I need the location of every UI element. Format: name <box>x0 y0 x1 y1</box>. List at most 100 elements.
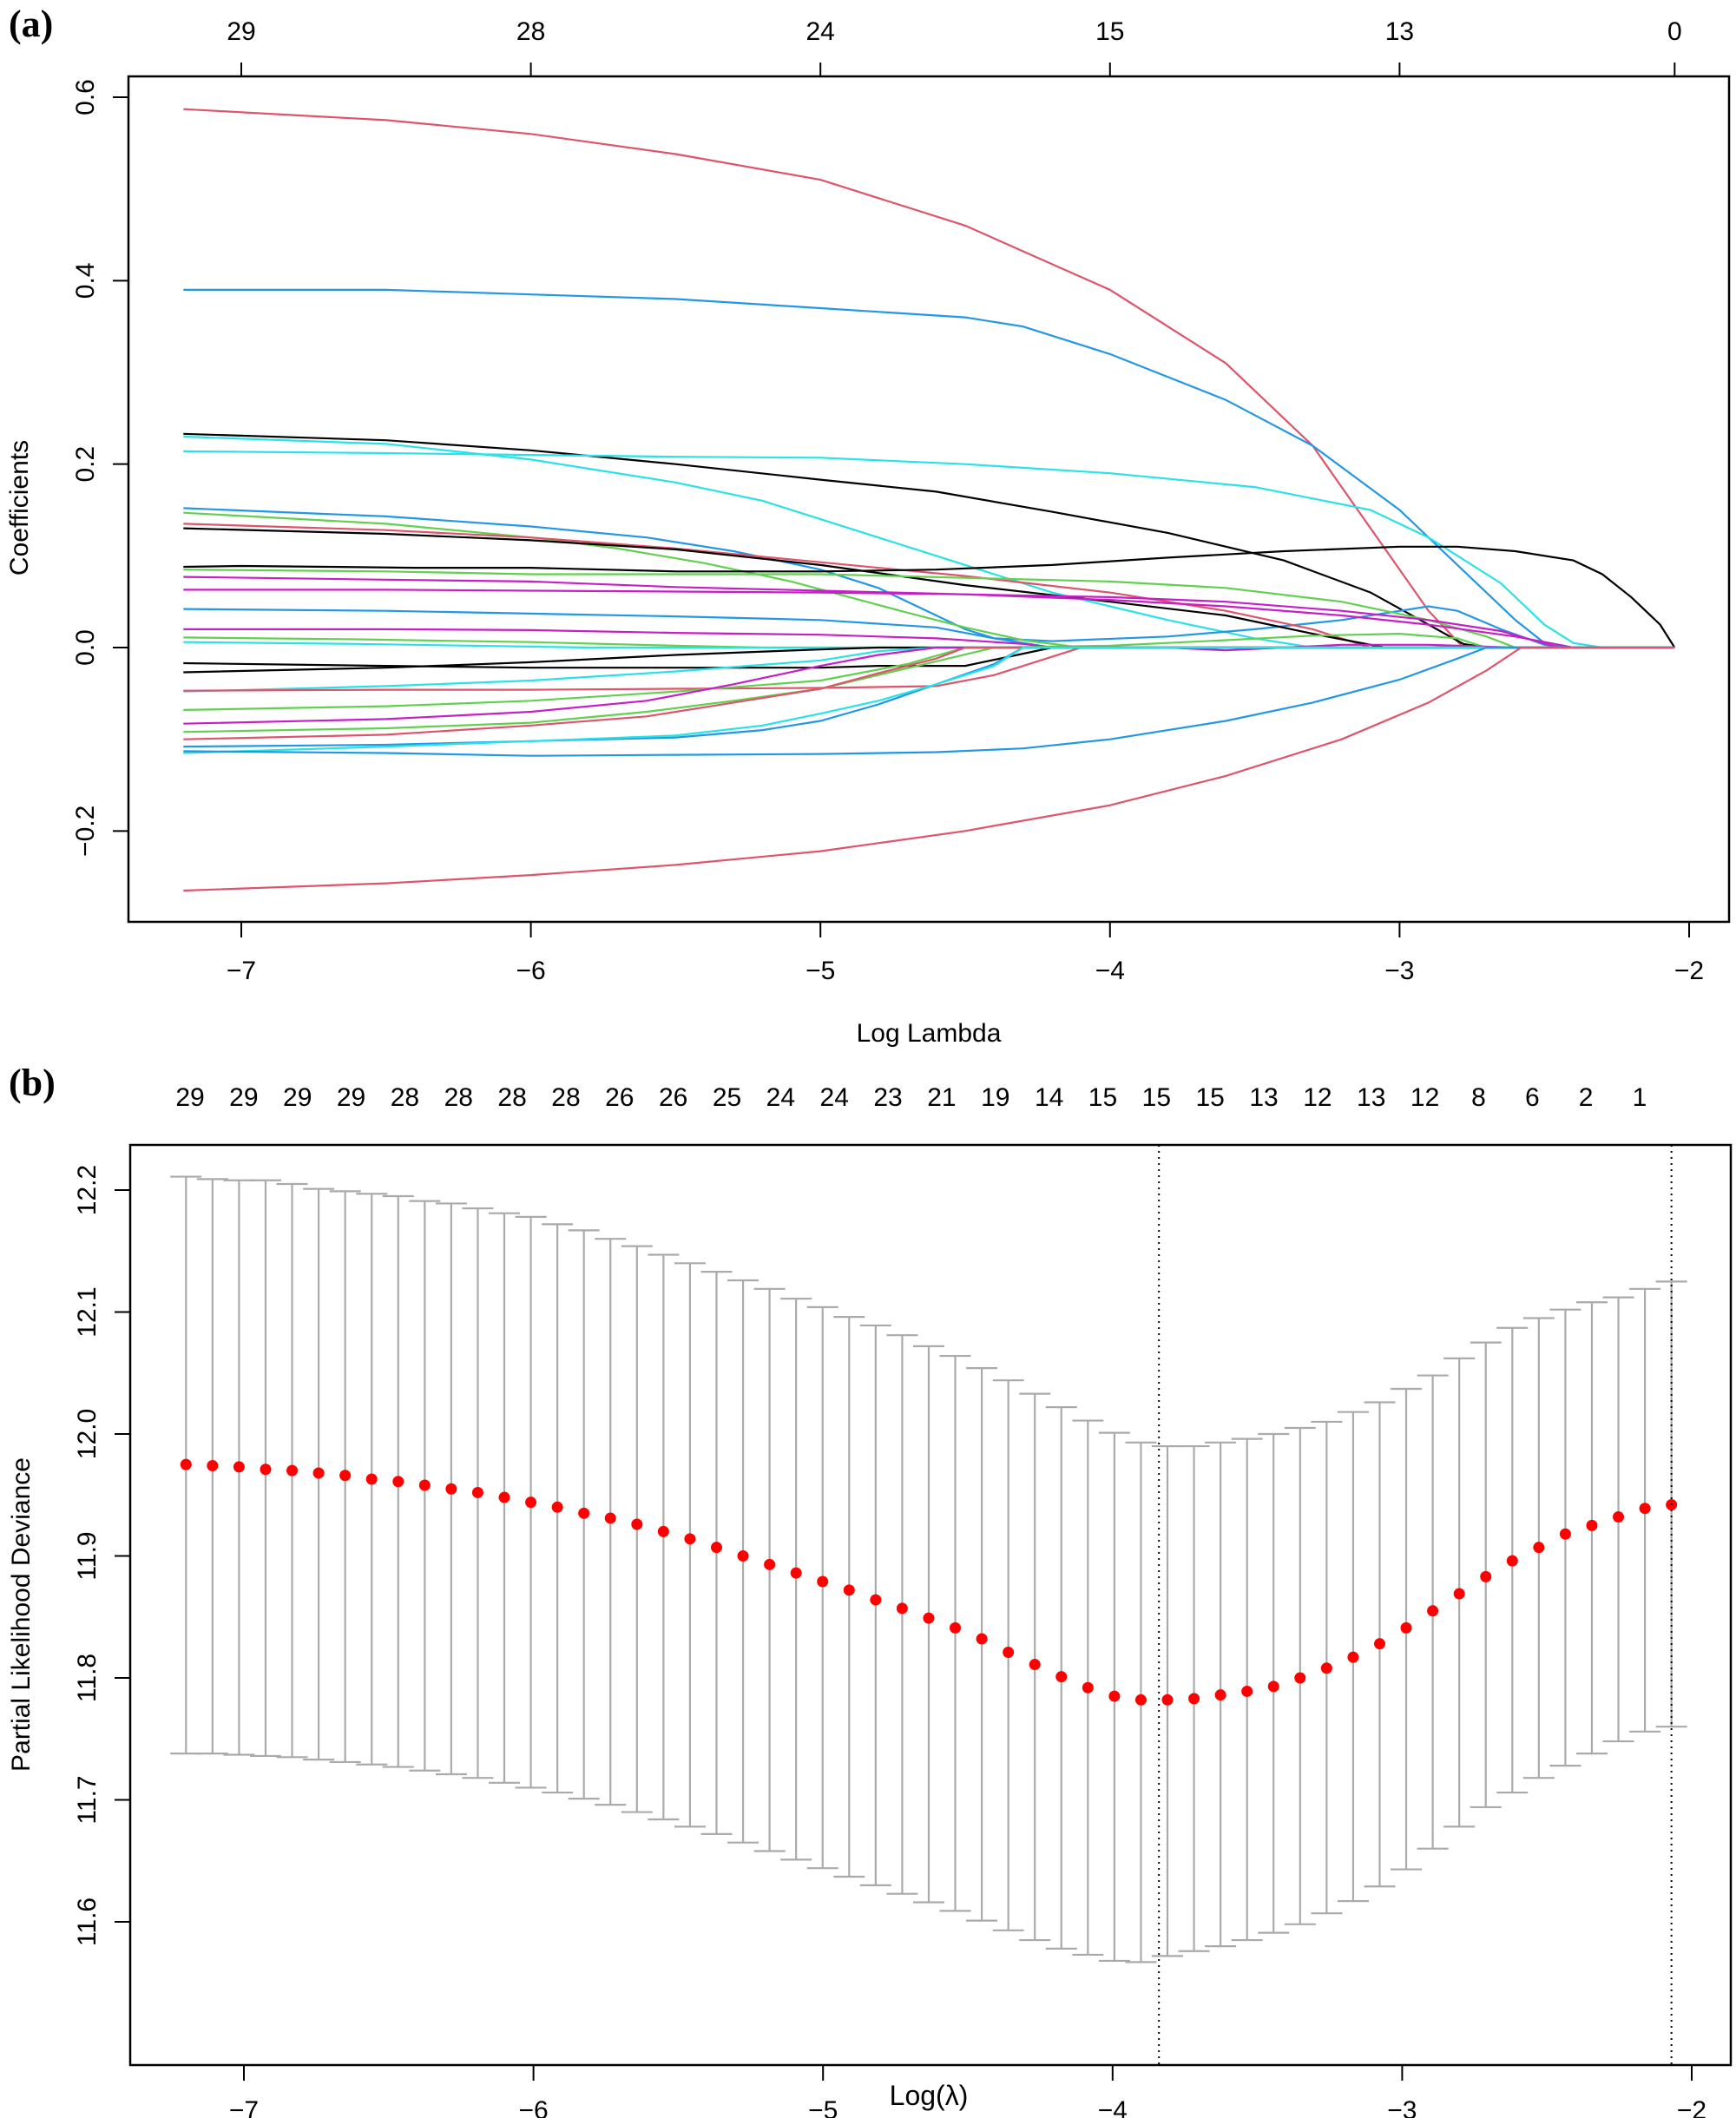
y-tick-label: 0.4 <box>71 262 100 299</box>
y-tick-label: 12.2 <box>73 1165 102 1215</box>
coefficient-line-var12 <box>183 576 1675 649</box>
mean-deviance-point <box>1294 1672 1306 1684</box>
mean-deviance-point <box>445 1483 457 1495</box>
x-tick-label: −7 <box>229 2096 259 2118</box>
coefficient-line-var5 <box>183 435 1675 649</box>
top-tick-label: 13 <box>1385 17 1414 46</box>
panel-b-y-axis-label: Partial Likelihood Deviance <box>7 1457 36 1772</box>
coefficient-line-var13 <box>183 589 1675 649</box>
coefficient-line-var31 <box>183 646 1675 892</box>
mean-deviance-point <box>365 1473 378 1485</box>
panel-a-top-axis: 29 28 24 15 13 0 <box>227 17 1682 76</box>
mean-deviance-point <box>1214 1689 1226 1701</box>
panel-b-plot-box <box>128 1143 1733 2067</box>
mean-deviance-point <box>286 1464 299 1477</box>
top-tick-label: 0 <box>1667 17 1682 46</box>
coefficient-line-var21 <box>183 646 1675 674</box>
mean-deviance-point <box>1400 1621 1412 1634</box>
top-axis-label: 1 <box>1633 1083 1647 1112</box>
mean-deviance-point <box>1613 1511 1625 1523</box>
mean-deviance-point <box>1480 1570 1492 1582</box>
top-axis-label: 14 <box>1035 1083 1063 1112</box>
x-tick-label: −6 <box>518 2096 548 2118</box>
mean-deviance-point <box>1320 1662 1332 1674</box>
mean-deviance-point <box>817 1575 829 1588</box>
top-axis-label: 2 <box>1579 1083 1594 1112</box>
top-tick-label: 15 <box>1095 17 1124 46</box>
top-axis-label: 29 <box>229 1083 258 1112</box>
top-axis-label: 26 <box>659 1083 687 1112</box>
mean-deviance-point <box>551 1501 563 1513</box>
mean-deviance-point <box>1108 1690 1121 1702</box>
mean-deviance-point <box>1586 1519 1598 1531</box>
mean-deviance-point <box>923 1612 935 1624</box>
top-axis-label: 28 <box>497 1083 526 1112</box>
y-tick-label: 11.8 <box>73 1654 102 1702</box>
mean-deviance-point <box>657 1525 669 1537</box>
coefficient-line-var2 <box>183 288 1675 649</box>
mean-deviance-point <box>1639 1503 1651 1515</box>
mean-deviance-point <box>790 1567 802 1579</box>
mean-deviance-point <box>684 1533 696 1545</box>
top-axis-label: 24 <box>766 1083 795 1112</box>
mean-deviance-point <box>1533 1542 1545 1554</box>
mean-deviance-point <box>392 1476 404 1488</box>
coefficient-line-var1 <box>183 108 1675 649</box>
x-tick-label: −4 <box>1098 2096 1128 2118</box>
top-axis-label: 15 <box>1195 1083 1224 1112</box>
mean-deviance-point <box>896 1602 908 1615</box>
mean-deviance-point <box>1003 1646 1015 1658</box>
coefficient-line-var24 <box>183 646 1675 711</box>
panel-b-y-axis: 11.6 11.7 11.8 11.9 12.0 12.1 12.2 <box>73 1165 130 1946</box>
top-axis-label: 8 <box>1471 1083 1486 1112</box>
top-axis-label: 28 <box>391 1083 419 1112</box>
y-tick-label: 11.7 <box>73 1775 102 1824</box>
mean-deviance-point <box>260 1464 272 1476</box>
mean-deviance-point <box>604 1512 616 1524</box>
top-axis-label: 15 <box>1088 1083 1117 1112</box>
mean-deviance-point <box>180 1458 192 1470</box>
lambda-reference-lines <box>1158 1145 1673 2065</box>
x-tick-label: −6 <box>516 957 545 985</box>
x-tick-label: −4 <box>1095 957 1125 985</box>
y-tick-label: 12.0 <box>73 1409 102 1459</box>
panel-a-plot-box <box>127 75 1731 924</box>
mean-deviance-point <box>1241 1685 1253 1697</box>
top-axis-label: 29 <box>175 1083 204 1112</box>
top-axis-label: 15 <box>1142 1083 1171 1112</box>
top-axis-label: 28 <box>551 1083 580 1112</box>
top-axis-label: 13 <box>1249 1083 1278 1112</box>
top-axis-label: 23 <box>873 1083 902 1112</box>
x-tick-label: −7 <box>227 957 256 985</box>
mean-deviance-point <box>1373 1638 1385 1650</box>
coefficient-lines <box>183 108 1676 892</box>
mean-deviance-point <box>1055 1671 1068 1683</box>
panel-b-cross-validation: (b) −7 −6 −5 −4 −3 −2 11.6 11.7 11.8 11.9 12.0 12.… <box>7 1062 1733 2118</box>
coefficient-line-var7 <box>183 511 1675 649</box>
y-tick-label: 0.6 <box>71 79 100 115</box>
mean-deviance-point <box>843 1584 855 1596</box>
x-tick-label: −2 <box>1677 2096 1706 2118</box>
coefficient-line-var10 <box>183 545 1676 648</box>
mean-deviance-points <box>180 1458 1678 1706</box>
y-tick-label: 12.1 <box>73 1286 102 1337</box>
top-tick-label: 24 <box>806 17 835 46</box>
mean-deviance-point <box>870 1594 882 1606</box>
coefficient-line-var11 <box>183 569 1675 649</box>
y-tick-label: 0.0 <box>71 629 100 666</box>
error-bars <box>170 1175 1687 1963</box>
mean-deviance-point <box>1559 1528 1571 1540</box>
mean-deviance-point <box>498 1491 510 1503</box>
coefficient-line-var25 <box>183 646 1675 725</box>
panel-a-y-axis-label: Coefficients <box>5 440 34 576</box>
x-tick-label: −2 <box>1674 957 1704 985</box>
mean-deviance-point <box>578 1507 590 1519</box>
top-axis-label: 12 <box>1303 1083 1332 1112</box>
panel-b-label: (b) <box>9 1062 56 1104</box>
mean-deviance-point <box>1029 1659 1041 1671</box>
y-tick-label: −0.2 <box>71 806 100 857</box>
mean-deviance-point <box>339 1470 352 1482</box>
mean-deviance-point <box>737 1550 749 1562</box>
x-tick-label: −3 <box>1384 957 1414 985</box>
